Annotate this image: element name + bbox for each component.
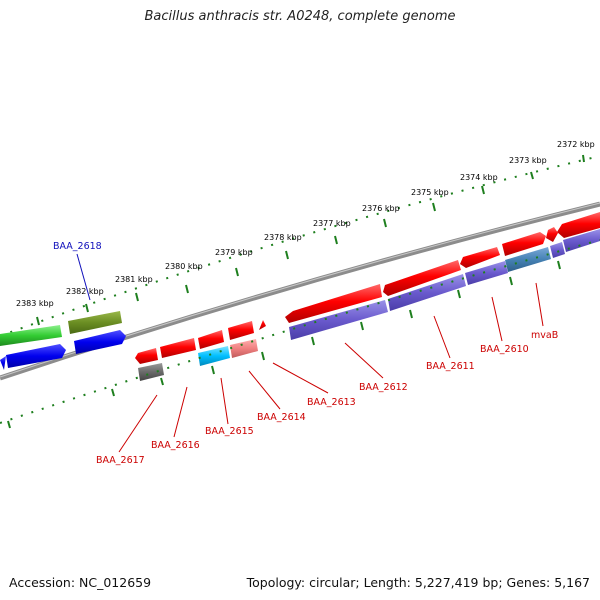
gene-red-mvab xyxy=(502,232,546,256)
gene-label-baa2611: BAA_2611 xyxy=(426,361,475,372)
leader-baa2613 xyxy=(272,362,329,394)
gene-red-baa2615 xyxy=(198,330,224,349)
gene-gray xyxy=(138,363,164,381)
leader-baa2610 xyxy=(491,296,503,342)
tick-label: 2381 kbp xyxy=(115,275,153,284)
label-leaders xyxy=(76,253,544,453)
gene-purple-2 xyxy=(388,274,466,311)
gene-red-baa2614 xyxy=(228,321,254,340)
gene-red-baa2612 xyxy=(285,284,382,323)
tick-label: 2382 kbp xyxy=(66,287,104,296)
tick-label: 2378 kbp xyxy=(264,233,302,242)
tick-label: 2372 kbp xyxy=(557,140,595,149)
gene-label-baa2612: BAA_2612 xyxy=(359,382,408,393)
leader-baa2616 xyxy=(173,386,188,438)
tick-label: 2373 kbp xyxy=(509,156,547,165)
map-title: Bacillus anthracis str. A0248, complete … xyxy=(144,9,456,24)
tick-labels: 2372 kbp 2373 kbp 2374 kbp 2375 kbp 2376… xyxy=(16,140,595,308)
gene-label-baa2615: BAA_2615 xyxy=(205,426,254,437)
outer-major-ticks xyxy=(36,154,585,326)
gene-blue-2 xyxy=(74,330,126,354)
gene-label-baa2616: BAA_2616 xyxy=(151,440,200,451)
gene-label-baa2618: BAA_2618 xyxy=(53,241,102,252)
tick-label: 2374 kbp xyxy=(460,173,498,182)
gene-blue-left xyxy=(0,356,6,370)
gene-purple-4 xyxy=(550,242,565,258)
leader-baa2611 xyxy=(433,315,451,359)
leader-mvab xyxy=(535,282,544,327)
tick-label: 2383 kbp xyxy=(16,299,54,308)
inner-tick-ring xyxy=(0,239,600,424)
gene-purple-5 xyxy=(563,229,600,252)
leader-baa2618 xyxy=(76,253,91,301)
gene-red-baa2611 xyxy=(383,260,461,296)
gene-cyan xyxy=(198,346,230,366)
gene-red-small xyxy=(546,227,558,242)
leader-baa2612 xyxy=(344,342,384,379)
reverse-strand-genes xyxy=(0,229,600,381)
tick-label: 2380 kbp xyxy=(165,262,203,271)
gene-red-baa2610 xyxy=(460,247,500,268)
gene-red-baa2616 xyxy=(160,338,196,358)
tick-label: 2377 kbp xyxy=(313,219,351,228)
gene-label-baa2614: BAA_2614 xyxy=(257,412,306,423)
gene-purple-3 xyxy=(465,261,508,285)
gene-labels: BAA_2618 mvaB BAA_2610 BAA_2611 BAA_2612… xyxy=(53,241,558,466)
gene-label-baa2613: BAA_2613 xyxy=(307,397,356,408)
leader-baa2614 xyxy=(248,370,281,410)
gene-green xyxy=(0,325,62,346)
gene-pink xyxy=(230,339,258,358)
gene-blue-1 xyxy=(6,344,66,368)
gene-steel-mvab xyxy=(505,247,551,272)
tick-label: 2379 kbp xyxy=(215,248,253,257)
inner-major-ticks xyxy=(7,260,561,429)
leader-baa2617 xyxy=(118,394,158,453)
gene-label-baa2617: BAA_2617 xyxy=(96,455,145,466)
gene-label-mvab: mvaB xyxy=(531,330,558,341)
gene-label-baa2610: BAA_2610 xyxy=(480,344,529,355)
gene-purple-1 xyxy=(289,300,388,340)
tick-label: 2375 kbp xyxy=(411,188,449,197)
gene-red-right xyxy=(557,212,600,238)
forward-strand-genes xyxy=(0,212,600,364)
leader-baa2615 xyxy=(220,377,229,425)
genome-summary-text: Topology: circular; Length: 5,227,419 bp… xyxy=(246,575,590,590)
gene-olive-baa2618 xyxy=(68,311,122,334)
gene-red-baa2617 xyxy=(135,348,158,364)
tick-label: 2376 kbp xyxy=(362,204,400,213)
gene-red-small-fwd xyxy=(259,318,266,330)
accession-text: Accession: NC_012659 xyxy=(9,575,152,590)
